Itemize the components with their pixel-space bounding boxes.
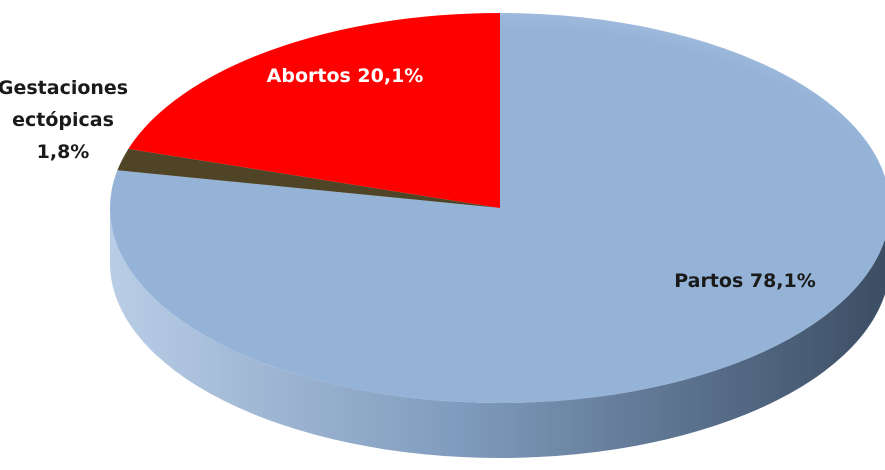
slice-label-partos: Partos 78,1%	[674, 270, 816, 292]
pie-slice-abortos	[128, 13, 500, 208]
slice-label-abortos: Abortos 20,1%	[267, 65, 424, 87]
slice-label-ectopicas-line2: ectópicas	[12, 109, 114, 131]
pie-side-partos	[110, 208, 885, 458]
pie-slice-partos	[110, 13, 885, 403]
pie-slice-gestaciones-ect-picas	[117, 148, 500, 208]
slice-label-ectopicas-line3: 1,8%	[37, 141, 90, 163]
slice-label-ectopicas-line1: Gestaciones	[0, 77, 128, 99]
pie-top-face	[110, 13, 885, 403]
pie-labels: Abortos 20,1% Partos 78,1% Gestaciones e…	[0, 65, 816, 292]
pie-side-wall	[110, 208, 885, 458]
